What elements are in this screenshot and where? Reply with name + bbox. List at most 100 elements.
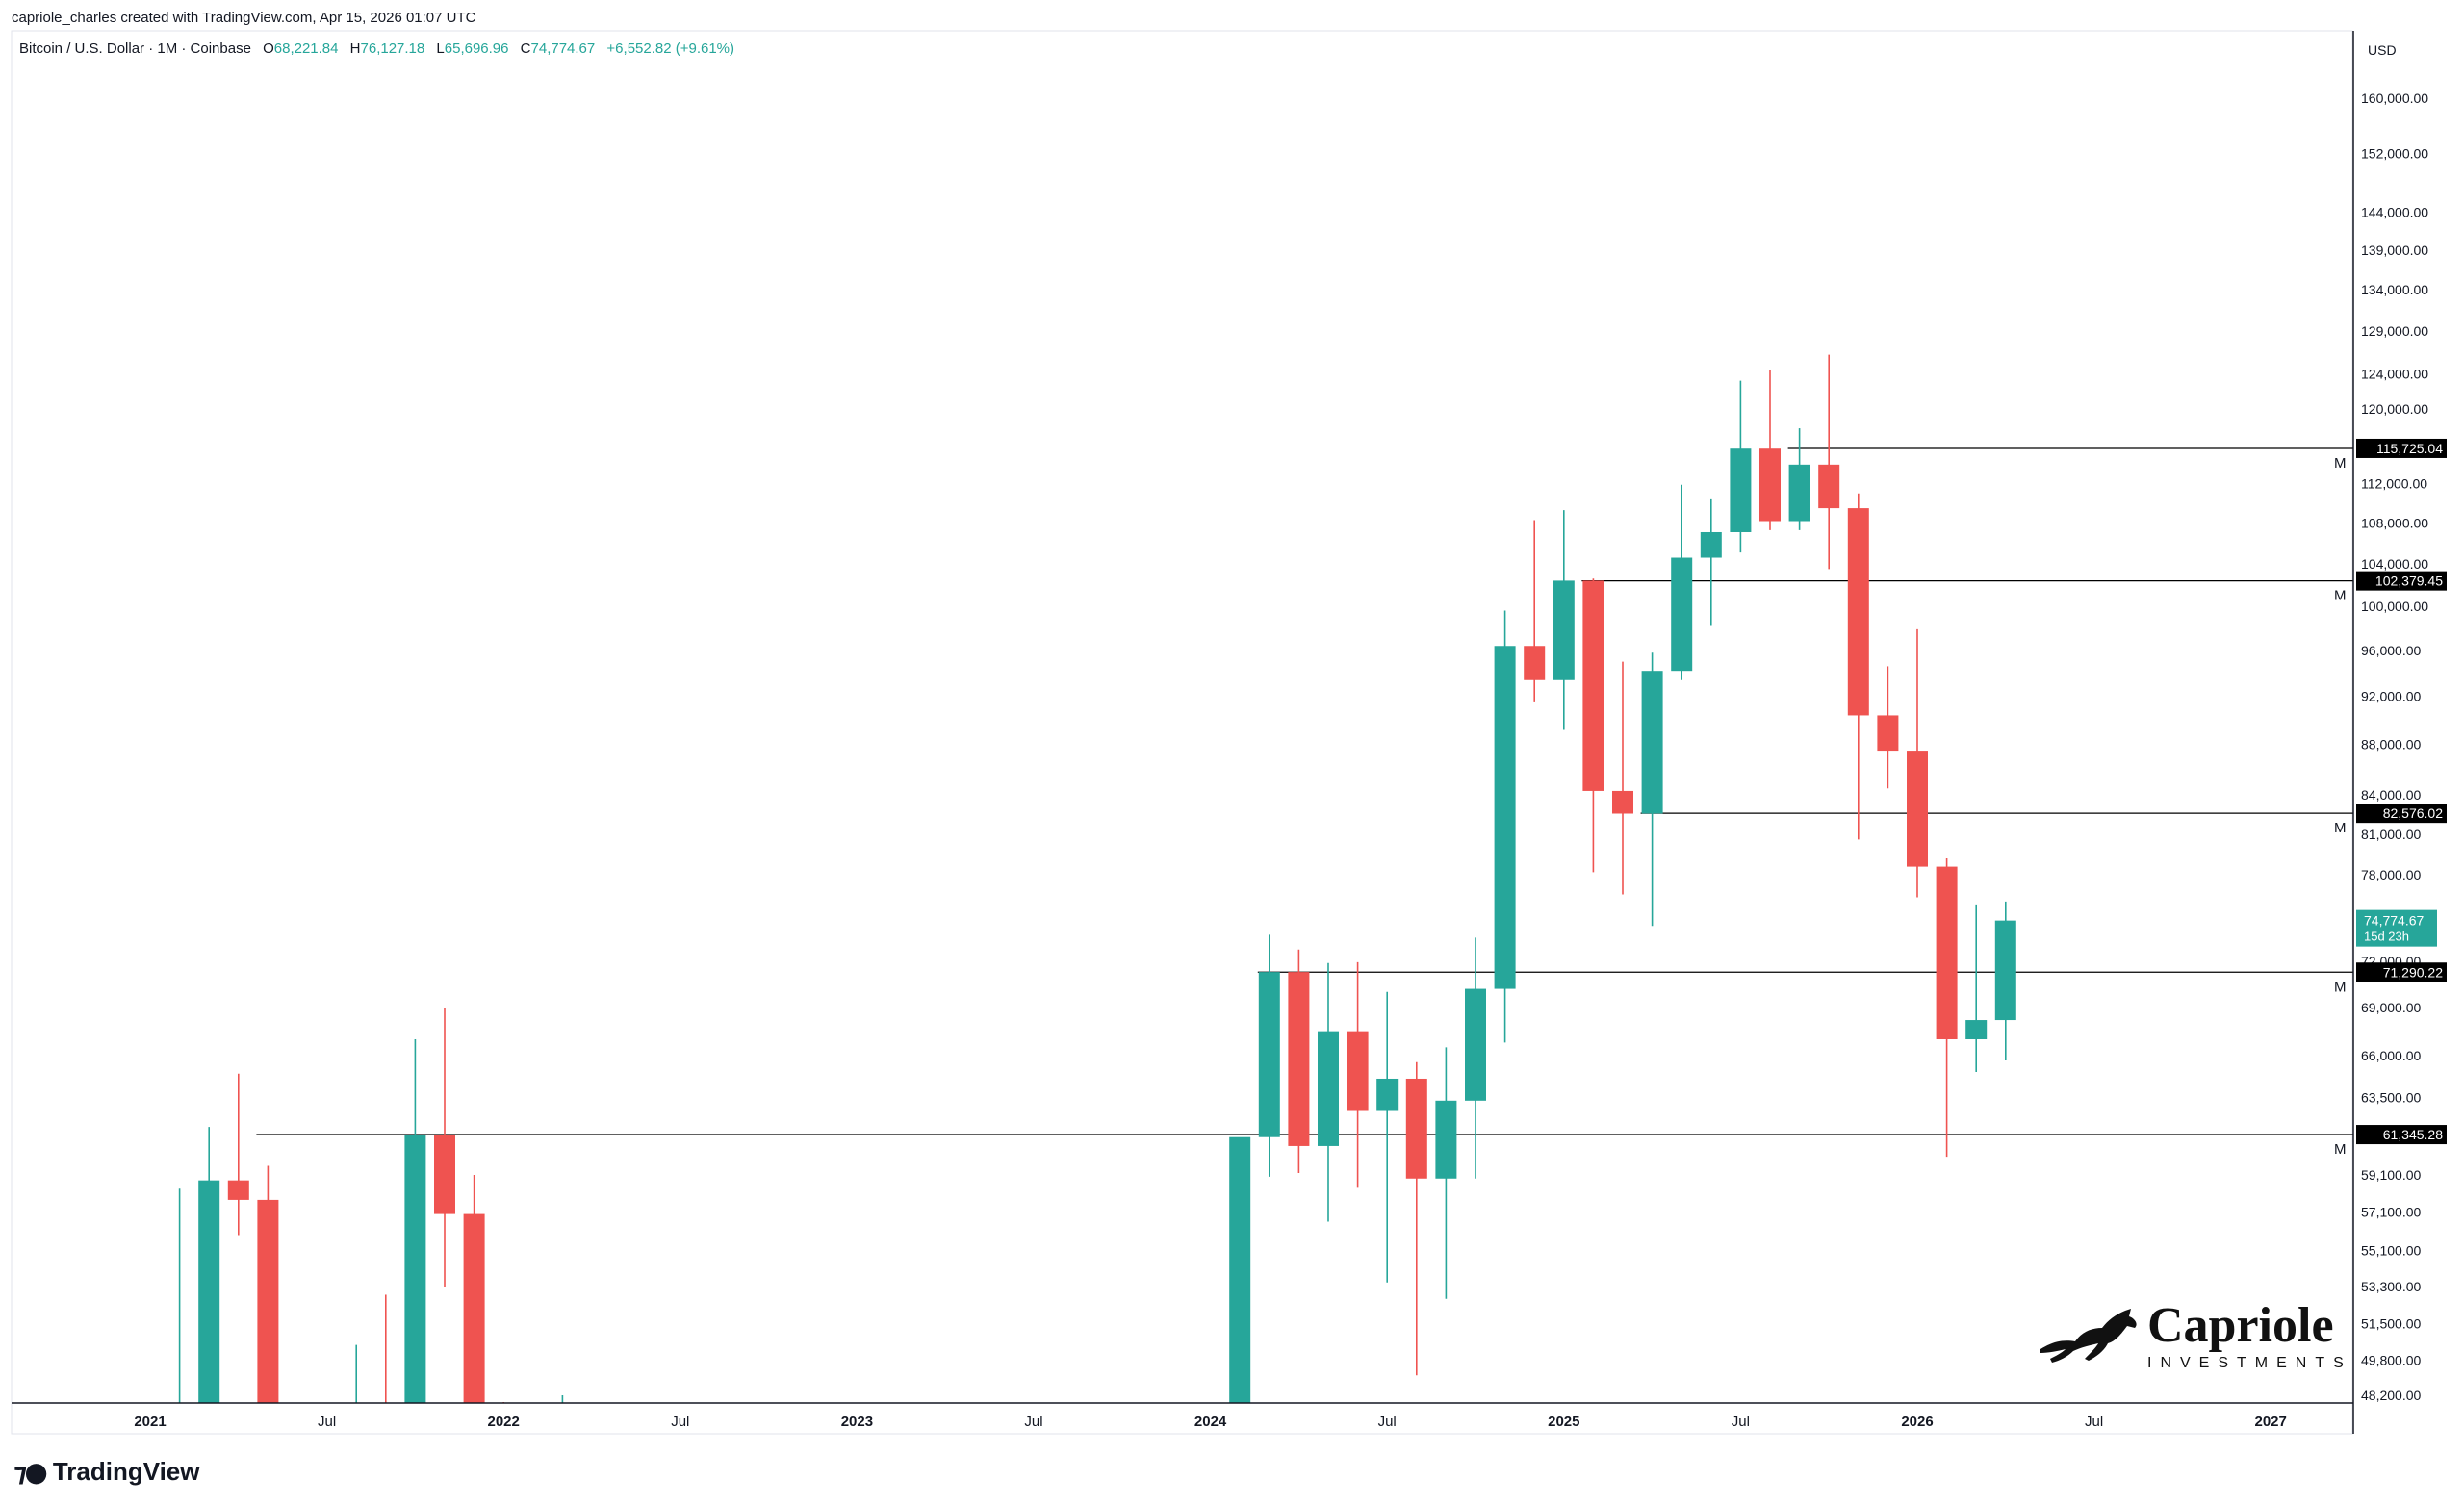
tradingview-brand: TradingView [52, 1457, 200, 1486]
candle-body[interactable] [1788, 464, 1810, 522]
candle-body[interactable] [434, 1135, 455, 1214]
y-tick-label: 57,100.00 [2361, 1205, 2421, 1220]
x-tick-label: 2022 [488, 1414, 520, 1430]
candle-body[interactable] [1818, 464, 1840, 509]
y-tick-label: 55,100.00 [2361, 1243, 2421, 1259]
candle-body[interactable] [1258, 972, 1280, 1137]
x-tick-label: Jul [1378, 1414, 1397, 1430]
candle-body[interactable] [1376, 1078, 1399, 1111]
close-label: C [520, 40, 531, 57]
capriole-name: Capriole [2147, 1298, 2334, 1353]
level-price-badge [2356, 1125, 2447, 1145]
last-price-label: 74,774.67 [2364, 913, 2424, 929]
candle-body[interactable] [1700, 531, 1722, 558]
y-tick-label: 66,000.00 [2361, 1048, 2421, 1063]
candle-body[interactable] [1494, 646, 1516, 989]
candle-body[interactable] [1965, 1020, 1988, 1039]
y-tick-label: 112,000.00 [2361, 476, 2427, 492]
x-tick-label: Jul [1024, 1414, 1042, 1430]
y-tick-label: 51,500.00 [2361, 1316, 2421, 1332]
candle-body[interactable] [1553, 580, 1575, 680]
x-tick-label: 2026 [1901, 1414, 1933, 1430]
candle-body[interactable] [1730, 448, 1752, 532]
y-tick-label: 96,000.00 [2361, 643, 2421, 658]
x-axis-ticks[interactable]: 2021 Jul 2022 Jul 2023 Jul 2024 Jul 2025 Jul 2026 J… [134, 1414, 2287, 1430]
open-value: 68,221.84 [273, 40, 339, 57]
horse-logo-icon [2040, 1309, 2137, 1363]
level-price-badge [2356, 571, 2447, 591]
countdown-label: 15d 23h [2364, 930, 2409, 944]
candle-body[interactable] [198, 1180, 220, 1403]
currency-label[interactable]: USD [2368, 42, 2397, 58]
y-tick-label: 144,000.00 [2361, 204, 2428, 219]
y-tick-label: 152,000.00 [2361, 146, 2428, 162]
level-price-label: 102,379.45 [2375, 574, 2443, 589]
price-badges: 115,725.04 102,379.45 82,576.02 71,290.22 61… [2356, 438, 2447, 1145]
candle-body[interactable] [227, 1180, 249, 1200]
candle-body[interactable] [1465, 988, 1486, 1101]
y-tick-label: 104,000.00 [2361, 556, 2428, 572]
candle-body[interactable] [1994, 920, 2016, 1021]
y-tick-label: 81,000.00 [2361, 827, 2421, 842]
candle-body[interactable] [1671, 557, 1693, 672]
y-tick-label: 139,000.00 [2361, 242, 2428, 258]
candle-body[interactable] [1288, 972, 1310, 1146]
candle-body[interactable] [463, 1213, 485, 1403]
change-value: +6,552.82 (+9.61%) [606, 40, 735, 57]
chart-frame [11, 30, 2353, 1435]
x-tick-label: Jul [2085, 1414, 2103, 1430]
symbol-legend[interactable]: Bitcoin / U.S. Dollar · 1M · Coinbase O6… [19, 40, 742, 57]
y-tick-label: 88,000.00 [2361, 737, 2421, 752]
y-axis-ticks[interactable]: 160,000.00 152,000.00 144,000.00 139,000.00… [2361, 90, 2428, 1403]
candle-body[interactable] [1405, 1078, 1427, 1179]
level-price-label: 115,725.04 [2376, 441, 2443, 456]
y-tick-label: 78,000.00 [2361, 867, 2421, 882]
candle-body[interactable] [1612, 790, 1633, 814]
level-price-badge [2356, 438, 2447, 458]
candle-body[interactable] [1877, 715, 1899, 752]
x-tick-label: 2027 [2255, 1414, 2287, 1430]
y-tick-label: 120,000.00 [2361, 401, 2428, 417]
x-tick-label: 2021 [134, 1414, 166, 1430]
x-tick-label: Jul [318, 1414, 336, 1430]
candle-body[interactable] [257, 1199, 279, 1403]
x-tick-label: 2023 [841, 1414, 873, 1430]
candle-body[interactable] [1847, 508, 1869, 716]
y-tick-label: 124,000.00 [2361, 366, 2428, 381]
y-tick-label: 84,000.00 [2361, 787, 2421, 803]
candle-body[interactable] [1435, 1100, 1457, 1179]
y-tick-label: 134,000.00 [2361, 282, 2428, 297]
tradingview-logo[interactable]: ⁊● TradingView [13, 1456, 200, 1488]
y-tick-label: 160,000.00 [2361, 90, 2428, 106]
candle-body[interactable] [1907, 751, 1928, 867]
level-price-label: 71,290.22 [2383, 964, 2443, 980]
y-tick-label: 48,200.00 [2361, 1388, 2421, 1403]
y-tick-label: 53,300.00 [2361, 1279, 2421, 1294]
close-value: 74,774.67 [530, 40, 596, 57]
candle-body[interactable] [1318, 1031, 1339, 1146]
capriole-watermark: Capriole INVESTMENTS [2039, 1301, 2352, 1372]
y-tick-label: 108,000.00 [2361, 516, 2428, 531]
candle-body[interactable] [1347, 1031, 1369, 1111]
level-price-label: 61,345.28 [2383, 1127, 2443, 1142]
candle-body[interactable] [1759, 448, 1781, 522]
candle-body[interactable] [1641, 671, 1663, 814]
level-price-label: 82,576.02 [2383, 805, 2443, 821]
candle-body[interactable] [404, 1135, 426, 1403]
y-tick-label: 59,100.00 [2361, 1167, 2421, 1183]
symbol-name[interactable]: Bitcoin / U.S. Dollar · 1M · Coinbase [19, 40, 251, 57]
candles[interactable] [178, 354, 2016, 1403]
x-tick-label: 2024 [1194, 1414, 1227, 1430]
x-tick-label: 2025 [1548, 1414, 1579, 1430]
level-tag: M [2334, 1141, 2347, 1158]
candle-body[interactable] [1582, 580, 1604, 791]
last-price-badge [2356, 909, 2437, 947]
x-tick-label: Jul [671, 1414, 689, 1430]
y-tick-label: 63,500.00 [2361, 1089, 2421, 1105]
candle-body[interactable] [1524, 646, 1546, 680]
y-tick-label: 129,000.00 [2361, 323, 2428, 339]
candle-body[interactable] [1229, 1136, 1251, 1403]
x-tick-label: Jul [1732, 1414, 1750, 1430]
candle-body[interactable] [1936, 866, 1958, 1039]
